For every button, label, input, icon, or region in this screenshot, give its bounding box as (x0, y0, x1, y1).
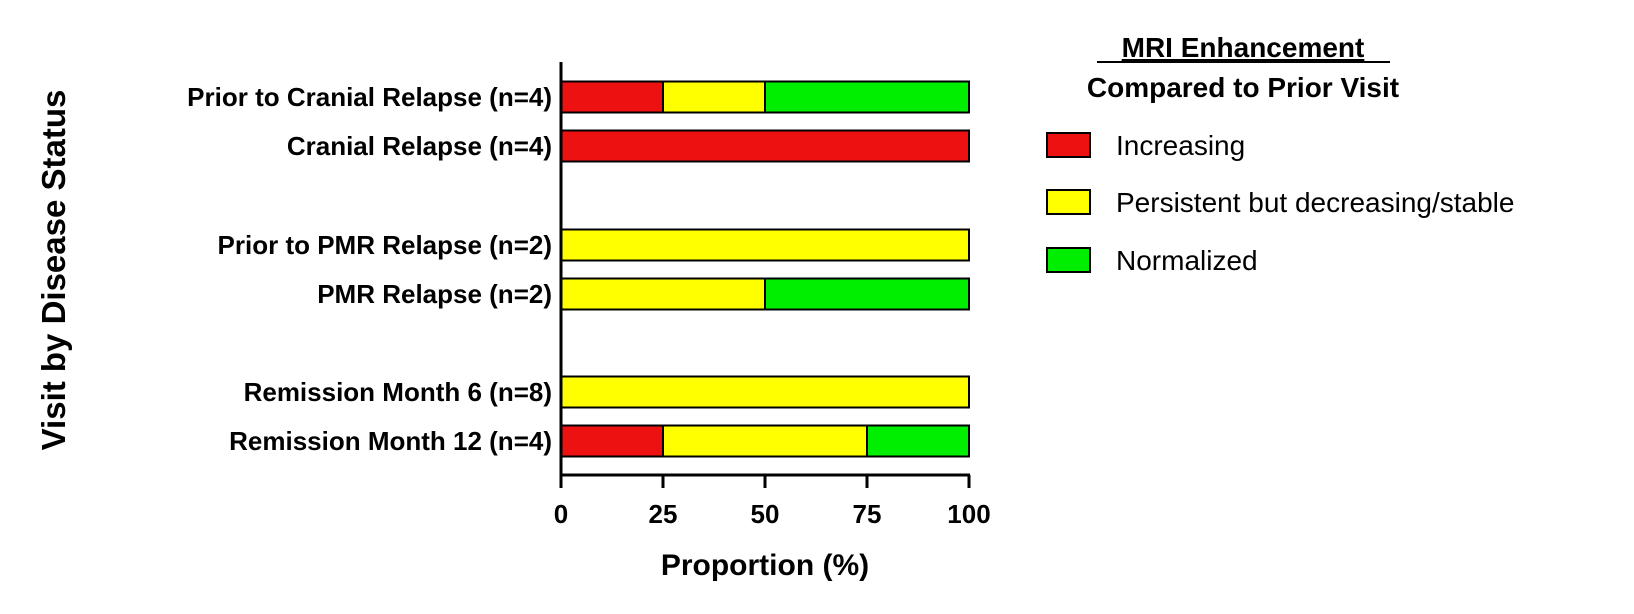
legend-label: Persistent but decreasing/stable (1116, 187, 1514, 218)
bar-segment-4-3 (764, 277, 970, 311)
category-label: Prior to PMR Relapse (n=2) (218, 230, 552, 260)
category-label: Cranial Relapse (n=4) (287, 131, 552, 161)
bar-segment-1-1 (560, 80, 664, 114)
legend-swatch (1046, 247, 1091, 273)
x-tick-label: 100 (947, 499, 990, 529)
bar-segment-1-2 (662, 80, 766, 114)
category-label: Remission Month 12 (n=4) (229, 426, 552, 456)
bars-group (560, 80, 970, 458)
category-label: Prior to Cranial Relapse (n=4) (187, 82, 552, 112)
x-tick-label: 25 (649, 499, 678, 529)
legend-swatch (1046, 132, 1091, 158)
legend-swatch (1046, 189, 1091, 215)
x-tick-label: 75 (853, 499, 882, 529)
x-tick-label: 0 (554, 499, 568, 529)
x-tick-label: 50 (751, 499, 780, 529)
bar-segment-2-1 (560, 129, 970, 163)
x-ticks: 0 25 50 75 100 (554, 475, 991, 529)
category-label: PMR Relapse (n=2) (317, 279, 552, 309)
legend-title-line2: Compared to Prior Visit (1087, 72, 1399, 103)
legend-title-line1: MRI Enhancement (1122, 32, 1365, 63)
bar-segment-6-1 (560, 424, 664, 458)
bar-segment-3-2 (560, 228, 970, 262)
category-label: Remission Month 6 (n=8) (244, 377, 552, 407)
bar-segment-4-2 (560, 277, 766, 311)
legend-label: Increasing (1116, 130, 1245, 161)
y-axis-title: Visit by Disease Status (35, 90, 72, 451)
x-axis-title: Proportion (%) (661, 549, 869, 582)
bar-segment-1-3 (764, 80, 970, 114)
legend: MRI Enhancement Compared to Prior Visit … (1046, 32, 1514, 276)
legend-label: Normalized (1116, 245, 1258, 276)
bar-segment-6-3 (866, 424, 970, 458)
bar-segment-5-2 (560, 375, 970, 409)
legend-items: Increasing Persistent but decreasing/stab… (1046, 130, 1514, 276)
bar-segment-6-2 (662, 424, 868, 458)
category-labels: Prior to Cranial Relapse (n=4) Cranial Re… (187, 82, 552, 456)
